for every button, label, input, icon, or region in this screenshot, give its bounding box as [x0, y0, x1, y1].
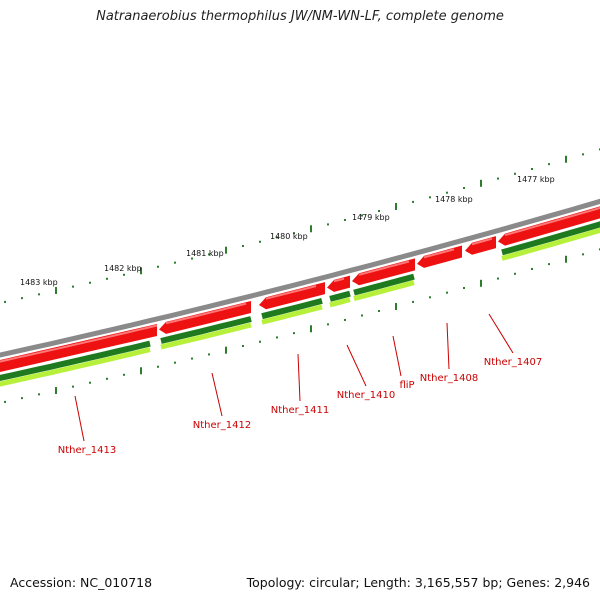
- gene-leader-line: [211, 372, 223, 417]
- scale-ticks-lower: [4, 248, 600, 403]
- forward-cds-arrow: [159, 300, 251, 334]
- forward-strand-track: [0, 206, 600, 372]
- scale-tick-label: 1478 kbp: [435, 195, 473, 204]
- forward-cds-arrow: [259, 282, 325, 310]
- reverse-cds-bar: [501, 221, 600, 261]
- forward-cds-arrow: [0, 323, 158, 372]
- gene-label[interactable]: fliP: [399, 380, 414, 391]
- map-title: Natranaerobius thermophilus JW/NM-WN-LF,…: [96, 9, 504, 24]
- scale-tick-label: 1479 kbp: [352, 213, 390, 222]
- gene-labels: Nther_1413 Nther_1412 Nther_1411 Nther_1410…: [58, 357, 542, 456]
- genome-backbone: [0, 198, 600, 358]
- reverse-cds-bar: [160, 316, 252, 350]
- gene-leader-line: [488, 313, 514, 354]
- genome-summary-text: Topology: circular; Length: 3,165,557 bp…: [246, 575, 590, 590]
- reverse-cds-bar: [261, 297, 323, 325]
- scale-tick-label: 1480 kbp: [270, 232, 308, 241]
- gene-leader-line: [346, 344, 367, 387]
- gene-label[interactable]: Nther_1407: [484, 357, 542, 368]
- gene-label[interactable]: Nther_1413: [58, 445, 116, 456]
- gene-leader-line: [446, 322, 450, 370]
- gene-label[interactable]: Nther_1412: [193, 420, 251, 431]
- scale-ticks-upper: [4, 148, 600, 303]
- gene-leader-line: [392, 335, 402, 377]
- forward-cds-arrow: [417, 245, 462, 268]
- gene-leader-line: [297, 353, 301, 402]
- scale-tick-label: 1483 kbp: [20, 278, 58, 287]
- scale-tick-label: 1477 kbp: [517, 175, 555, 184]
- forward-cds-arrow: [327, 275, 350, 292]
- gene-leader-line: [74, 395, 85, 442]
- scale-labels: 1483 kbp 1482 kbp 1481 kbp 1480 kbp 1479 kbp…: [20, 175, 555, 287]
- gene-label[interactable]: Nther_1410: [337, 390, 395, 401]
- scale-tick-label: 1482 kbp: [104, 264, 142, 273]
- reverse-cds-bar: [329, 290, 351, 308]
- reverse-cds-bar: [353, 273, 415, 302]
- reverse-strand-track: [0, 221, 600, 387]
- gene-label-lines: [74, 313, 514, 442]
- forward-cds-arrow: [352, 258, 415, 286]
- forward-cds-arrow: [465, 236, 496, 255]
- reverse-cds-bar: [0, 340, 151, 387]
- accession-text: Accession: NC_010718: [10, 575, 153, 590]
- gene-label[interactable]: Nther_1408: [420, 373, 478, 384]
- forward-cds-arrow: [498, 206, 600, 246]
- gene-label[interactable]: Nther_1411: [271, 405, 329, 416]
- scale-tick-label: 1481 kbp: [186, 249, 224, 258]
